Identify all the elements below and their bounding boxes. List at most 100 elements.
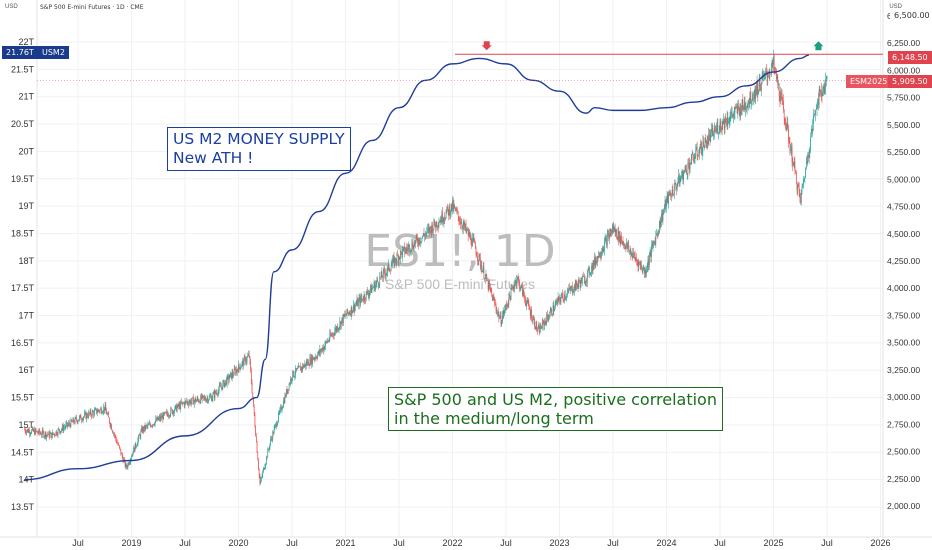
candle-body [283,400,285,404]
candle-body [596,260,597,264]
candle-body [345,314,346,316]
candle-body [61,429,62,431]
candle-body [205,399,207,402]
candle-body [111,429,113,432]
candle-body [259,475,261,484]
candle-body [465,224,467,231]
candle-body [455,207,456,211]
candle-body [604,241,605,251]
horizontal-lines [37,53,883,81]
candle-body [222,382,224,390]
candle-body [410,251,411,253]
candle-body [24,429,25,431]
candle-body [231,372,233,379]
candle-body [639,262,641,266]
candle-body [294,374,296,377]
candle-body [423,233,425,236]
candle-body [139,435,141,438]
candle-body [114,435,116,436]
candle-body [518,279,520,282]
candle-body [385,273,386,277]
candle-body [171,409,173,414]
candle-body [334,331,336,336]
candle-body [758,90,759,95]
candle-body [306,362,308,365]
candle-body [671,189,673,197]
candle-body [454,205,455,208]
candle-body [806,161,808,164]
candle-body [372,287,373,289]
candle-body [278,412,280,414]
candle-body [173,410,175,414]
candle-body [542,320,543,329]
candle-body [370,285,372,293]
candle-body [751,102,752,104]
candle-body [234,368,236,370]
candle-body [661,213,663,221]
m2-series [24,54,809,481]
candle-body [398,256,400,263]
sp-annotation[interactable]: S&P 500 and US M2, positive correlation … [388,387,723,431]
candle-body [523,289,525,296]
candle-body [418,238,420,245]
candle-body [708,134,709,144]
candle-body [29,430,30,434]
candle-body [430,228,432,234]
candle-body [320,350,322,353]
candle-body [622,241,624,245]
candle-body [471,243,473,247]
candle-body [180,401,182,409]
candle-body [805,168,806,178]
candle-body [442,221,444,223]
candle-body [27,429,28,431]
candle-body [743,102,745,110]
candle-body [566,292,568,297]
candle-body [194,398,196,401]
candle-body [534,326,536,330]
candle-body [643,267,645,270]
candle-body [825,78,827,80]
candle-body [431,224,433,234]
candle-body [703,146,705,148]
candle-body [447,206,448,210]
candle-body [462,226,463,229]
candle-body [478,253,480,261]
candle-body [698,155,699,157]
candle-body [815,109,817,110]
candle-body [339,321,341,328]
candle-body [755,86,757,99]
candle-body [754,90,756,99]
candle-body [728,121,730,123]
candle-body [450,203,452,213]
m2-line [24,54,809,481]
candle-body [323,346,324,352]
candle-body [591,265,593,272]
candle-body [736,106,737,108]
candle-body [124,459,125,461]
candle-body [83,416,85,418]
candle-body [664,207,665,211]
candle-body [440,219,442,223]
candle-body [701,141,702,155]
candle-body [432,224,433,233]
candle-body [559,300,561,302]
candle-body [532,320,533,322]
candle-body [369,290,371,294]
candle-body [723,118,724,125]
candle-body [630,249,632,257]
candle-body [71,421,73,423]
candle-body [269,443,271,449]
candle-body [798,187,800,194]
candle-body [803,179,804,185]
candle-body [598,252,600,259]
candle-body [221,386,222,388]
candle-body [288,383,290,390]
candle-body [149,423,151,426]
candle-body [365,291,367,300]
candle-body [659,220,661,228]
m2-annotation[interactable]: US M2 MONEY SUPPLY New ATH ! [167,127,351,171]
candle-body [87,416,89,418]
candle-body [723,118,725,129]
right-tick-label: 2,000.00 [887,501,920,511]
candle-body [109,417,110,423]
